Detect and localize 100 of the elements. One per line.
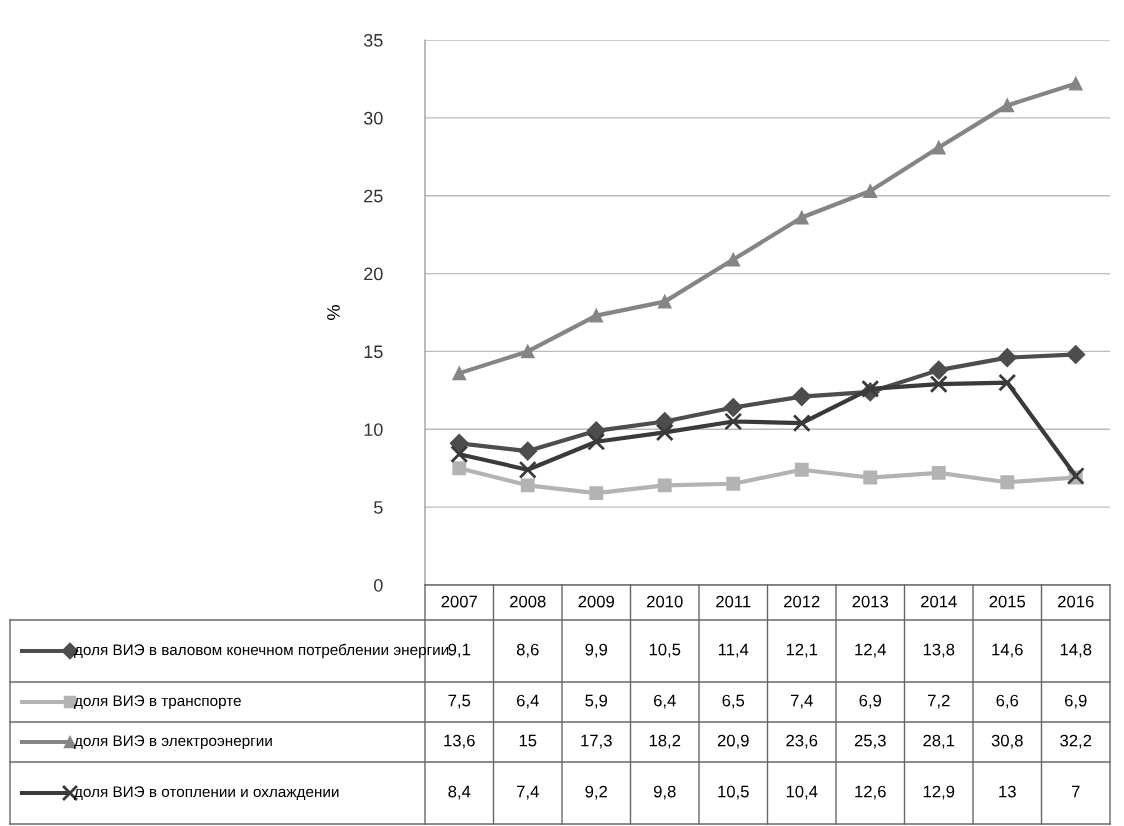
data-label: 6,9	[1065, 694, 1087, 709]
data-label: 10,4	[786, 785, 818, 800]
data-label: 14,6	[992, 643, 1023, 658]
data-label: 6,4	[517, 694, 539, 709]
point	[1068, 76, 1083, 91]
x-tick-label: 2007	[441, 595, 477, 608]
point	[657, 478, 672, 493]
data-label: 12,6	[855, 785, 886, 800]
point	[861, 379, 880, 398]
data-label: 12,9	[923, 785, 955, 800]
y-tick-label: 20	[364, 267, 383, 281]
point	[929, 360, 949, 380]
legend-label: доля ВИЭ в электроэнергии	[74, 735, 272, 750]
point	[931, 140, 946, 155]
y-tick-label: 30	[363, 111, 383, 125]
point	[518, 441, 538, 461]
point	[586, 421, 606, 441]
point	[931, 465, 946, 480]
point	[1066, 466, 1085, 486]
data-label: 13	[999, 785, 1016, 798]
y-tick-label: 25	[364, 189, 383, 203]
data-label: 13,6	[444, 734, 475, 749]
point	[997, 348, 1017, 368]
point	[998, 373, 1017, 392]
data-label: 15	[519, 734, 537, 747]
y-tick-label: 15	[364, 345, 383, 359]
data-label: 12,1	[786, 643, 818, 658]
point	[518, 460, 537, 479]
data-label: 7,4	[517, 785, 539, 800]
point	[450, 445, 469, 464]
legend-label: доля ВИЭ в валовом конечном потреблении энергии	[74, 643, 449, 659]
data-label: 20,9	[717, 734, 749, 749]
point	[655, 411, 675, 432]
y-tick-label: 10	[364, 423, 383, 437]
point	[452, 366, 467, 381]
data-label: 14,8	[1060, 643, 1092, 658]
data-label: 9,9	[585, 643, 608, 658]
y-tick-label: 5	[374, 501, 383, 514]
data-label: 32,2	[1060, 734, 1092, 749]
data-label: 17,3	[581, 734, 612, 749]
y-axis-title: %	[327, 305, 340, 320]
point	[726, 252, 741, 267]
x-tick-label: 2016	[1058, 595, 1094, 608]
data-label: 10,5	[718, 785, 749, 800]
point	[863, 470, 878, 485]
data-label: 8,4	[448, 785, 471, 800]
data-label: 6,6	[996, 694, 1019, 709]
point	[794, 462, 809, 477]
point	[792, 387, 812, 407]
point	[589, 308, 604, 323]
x-tick-label: 2011	[716, 595, 751, 608]
x-tick-label: 2012	[784, 595, 820, 608]
data-label: 7,2	[928, 694, 950, 709]
point	[1066, 345, 1086, 365]
data-label: 10,5	[649, 643, 681, 658]
point	[863, 184, 878, 198]
x-tick-label: 2015	[989, 595, 1026, 608]
data-label: 18,2	[649, 734, 681, 749]
data-label: 7,4	[791, 694, 813, 709]
point	[449, 433, 469, 453]
point	[452, 461, 467, 476]
point	[1000, 475, 1015, 490]
point	[657, 294, 672, 309]
point	[792, 414, 811, 433]
data-label: 7	[1071, 785, 1080, 798]
data-label: 6,5	[722, 694, 745, 709]
point	[589, 486, 604, 501]
y-tick-label: 35	[363, 33, 383, 47]
data-label: 11,4	[718, 643, 749, 658]
data-label: 28,1	[923, 734, 955, 749]
point	[929, 375, 948, 394]
y-tick-label: 0	[374, 578, 383, 592]
data-label: 30,8	[991, 734, 1023, 749]
data-label: 13,8	[923, 643, 955, 658]
x-tick-label: 2010	[647, 595, 683, 608]
point	[520, 478, 535, 493]
data-label: 6,9	[859, 694, 882, 709]
point	[726, 476, 741, 491]
point	[723, 397, 743, 418]
legend-label: доля ВИЭ в транспорте	[74, 695, 241, 710]
data-label: 7,5	[448, 694, 471, 709]
data-label: 5,9	[585, 694, 608, 709]
point	[724, 412, 743, 431]
data-label: 9,8	[653, 785, 676, 800]
x-tick-label: 2009	[578, 595, 614, 608]
point	[1000, 98, 1015, 113]
data-label: 9,1	[448, 643, 471, 658]
x-tick-label: 2013	[852, 595, 889, 608]
data-label: 12,4	[855, 643, 886, 658]
data-label: 8,6	[516, 643, 539, 658]
data-label: 23,6	[786, 734, 818, 749]
point	[794, 210, 809, 225]
data-label: 25,3	[854, 734, 886, 749]
x-tick-label: 2008	[510, 595, 546, 608]
point	[655, 423, 674, 442]
legend-label: доля ВИЭ в отоплении и охлаждении	[74, 786, 339, 800]
data-label: 6,4	[654, 694, 676, 709]
point	[587, 432, 606, 451]
x-tick-label: 2014	[921, 595, 957, 608]
data-label: 9,2	[585, 785, 607, 800]
